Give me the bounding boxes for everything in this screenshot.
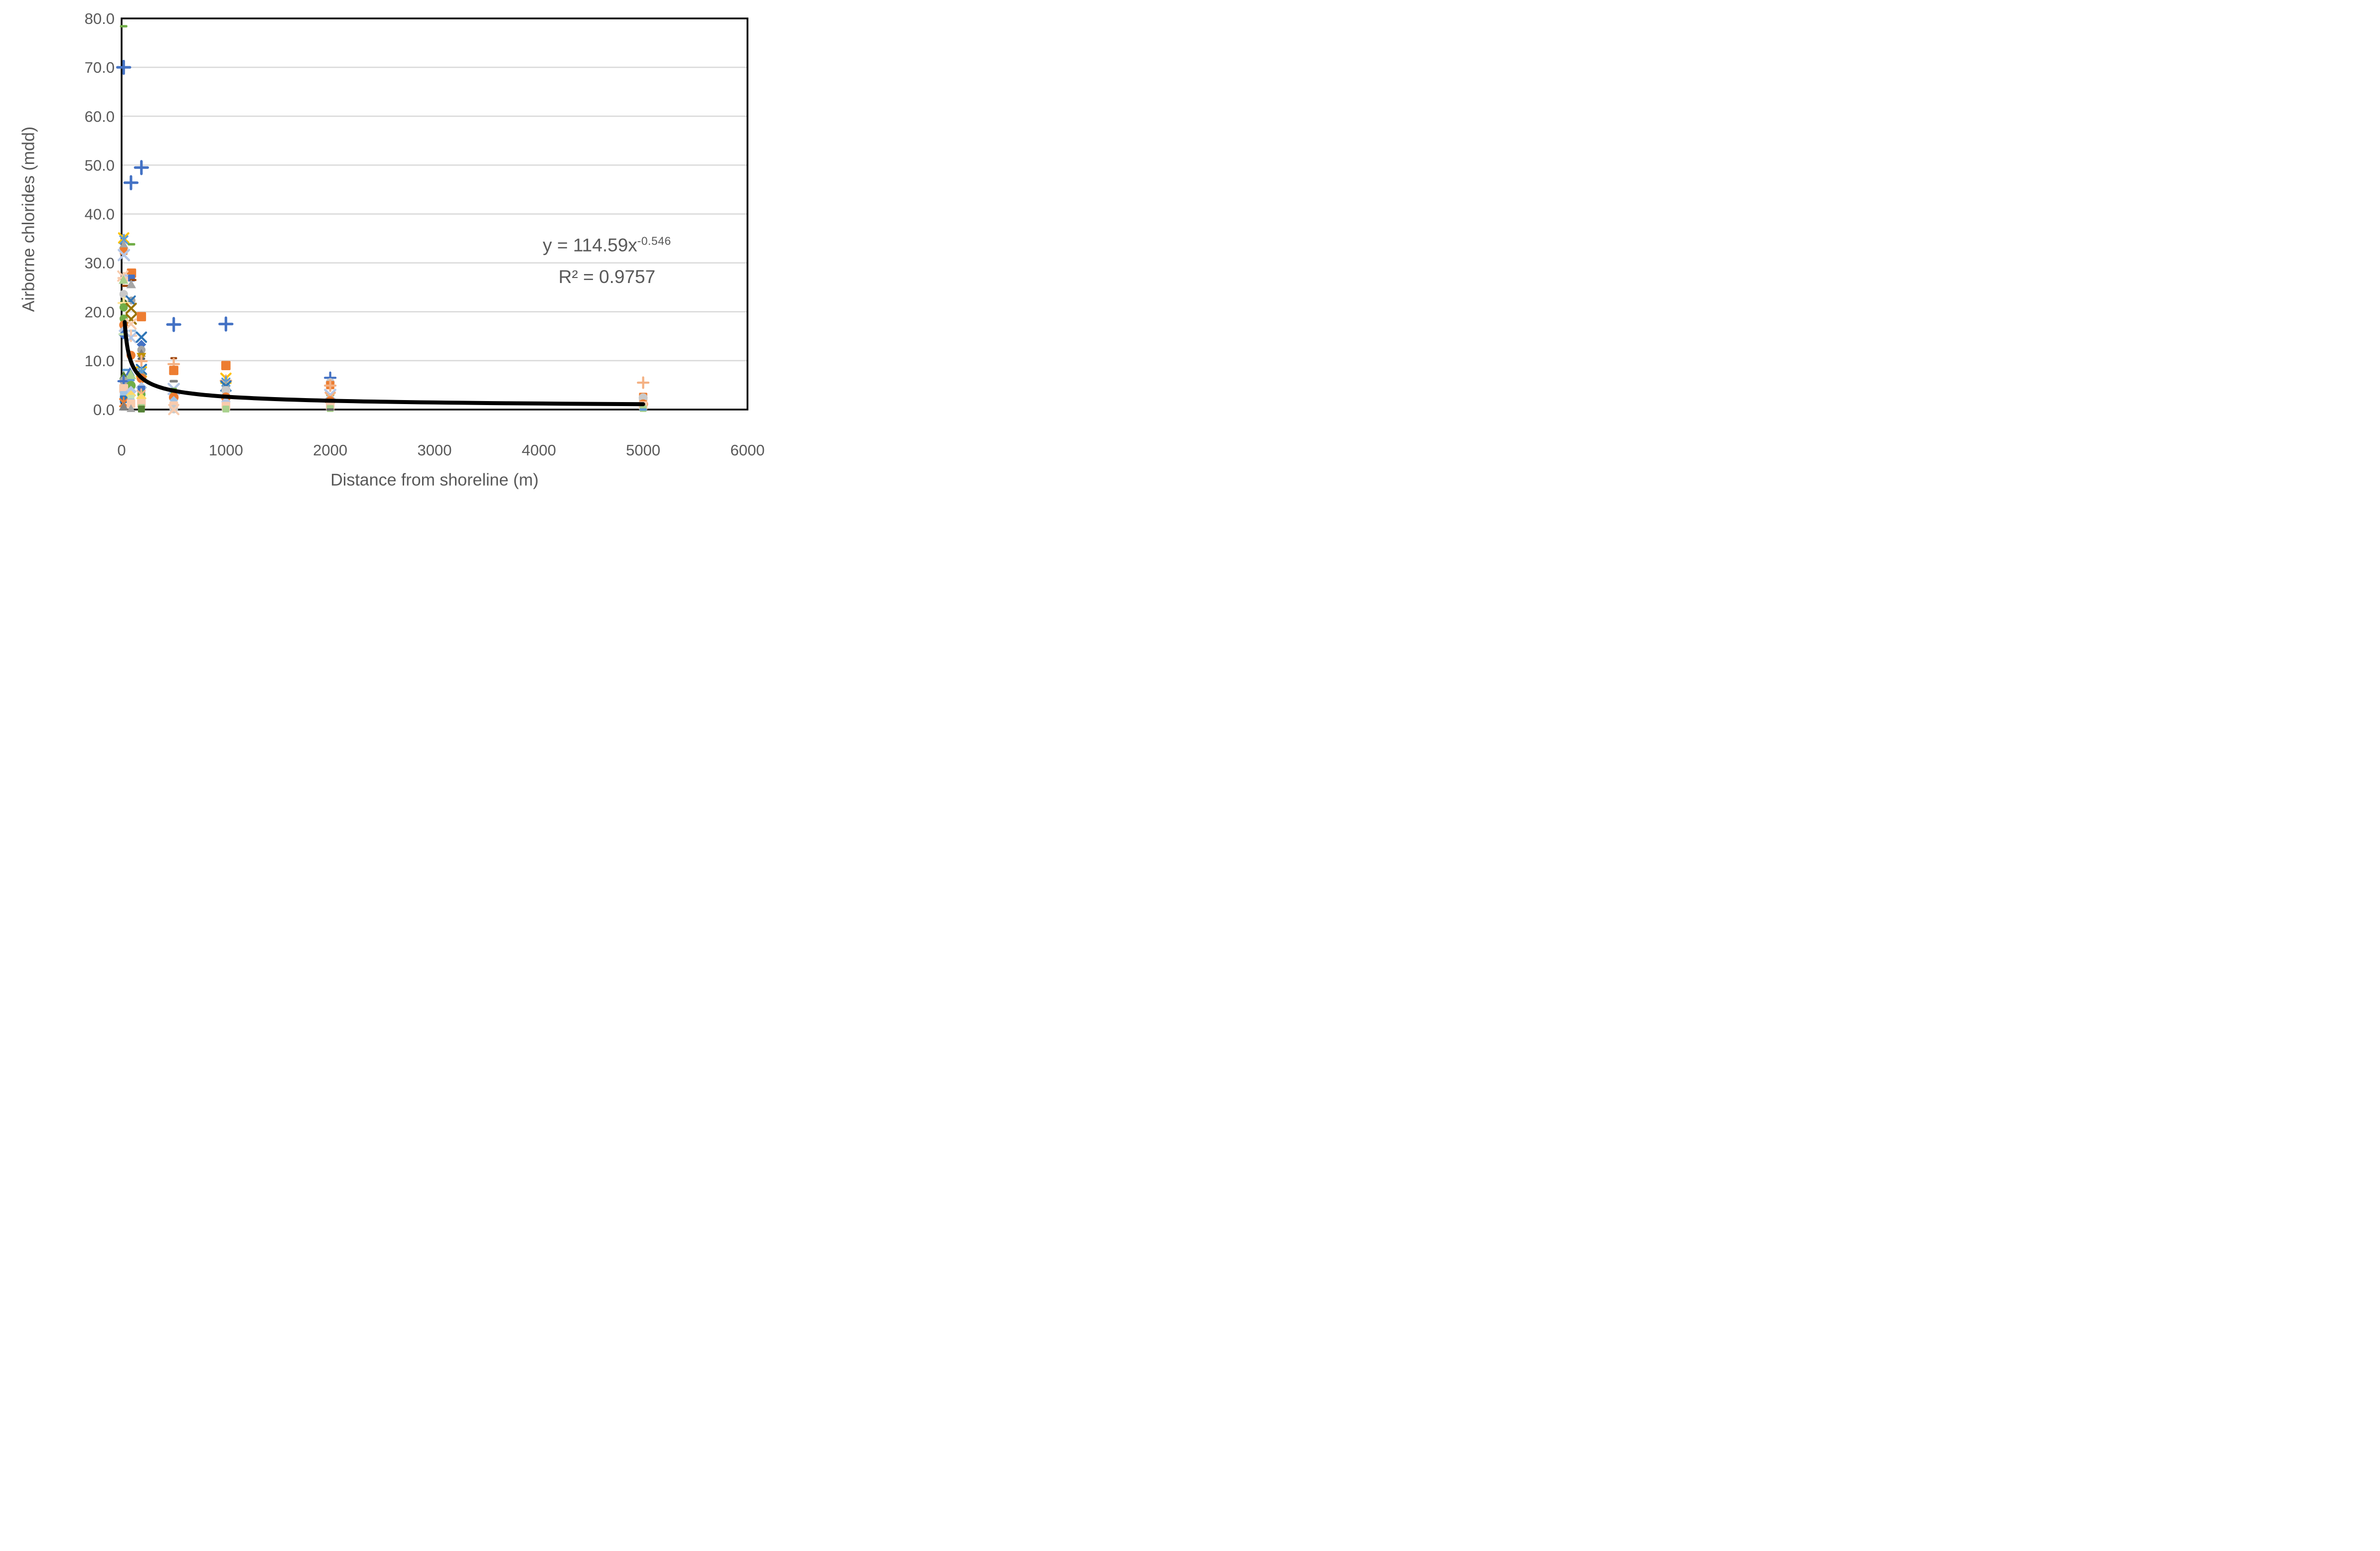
data-point [218, 316, 234, 332]
equation-exponent: -0.546 [637, 234, 671, 248]
data-point [221, 361, 231, 371]
data-point [134, 160, 149, 175]
data-point [119, 402, 129, 411]
data-point [118, 249, 131, 262]
y-tick-label: 70.0 [85, 59, 115, 76]
data-point [169, 380, 178, 383]
plot-border [121, 17, 748, 411]
data-point [119, 371, 128, 379]
data-point [168, 404, 180, 416]
data-point [128, 243, 136, 246]
y-tick-label: 10.0 [85, 352, 115, 370]
x-tick-label: 4000 [522, 441, 556, 459]
data-point [119, 303, 128, 312]
r-squared-label: R² = 0.9757 [558, 267, 656, 287]
data-point [125, 369, 137, 380]
x-tick-label: 0 [117, 441, 126, 459]
data-point [639, 408, 647, 411]
data-point [166, 317, 181, 332]
data-point [126, 280, 136, 288]
data-point [119, 240, 129, 249]
y-tick-label: 40.0 [85, 206, 115, 223]
plot-svg: 0.0 10.0 20.0 30.0 40.0 50.0 60.0 70.0 80.0 0 1000… [85, 10, 765, 459]
trendline-equation: y = 114.59x-0.546 [543, 234, 671, 256]
y-tick-label: 0.0 [93, 401, 115, 419]
data-point [136, 331, 148, 343]
x-tick-label: 3000 [418, 441, 452, 459]
data-point [120, 25, 128, 28]
y-tick-label: 60.0 [85, 108, 115, 125]
data-point [125, 318, 137, 330]
data-point [137, 312, 147, 321]
x-tick-label: 1000 [209, 441, 243, 459]
data-point [127, 379, 135, 382]
data-point [136, 393, 147, 404]
data-point [116, 59, 132, 75]
data-point [138, 406, 145, 413]
data-point [326, 408, 334, 411]
x-tick-label: 2000 [313, 441, 347, 459]
x-tick-label: 6000 [731, 441, 765, 459]
y-tick-label: 80.0 [85, 10, 115, 27]
data-point [169, 366, 178, 375]
y-tick-label: 20.0 [85, 303, 115, 321]
data-point [127, 399, 136, 408]
data-point [123, 175, 139, 190]
y-axis-title: Airborne chlorides (mdd) [19, 126, 38, 312]
y-tick-label: 50.0 [85, 156, 115, 174]
data-point [125, 302, 137, 314]
scatter-chart: 0.0 10.0 20.0 30.0 40.0 50.0 60.0 70.0 80.0 0 1000… [0, 0, 770, 502]
data-point [222, 406, 230, 413]
data-point [119, 384, 129, 393]
data-point [127, 404, 136, 413]
x-axis-title: Distance from shoreline (m) [330, 470, 539, 490]
y-tick-label: 30.0 [85, 255, 115, 272]
data-point [637, 376, 650, 389]
data-point [122, 284, 129, 287]
data-point [135, 355, 148, 368]
trendline-curve [123, 320, 645, 407]
equation-base: y = 114.59x [543, 235, 637, 256]
x-tick-label: 5000 [626, 441, 660, 459]
data-point [221, 386, 231, 395]
data-point [324, 379, 337, 392]
data-point [126, 381, 136, 391]
data-point [122, 369, 130, 371]
data-point [119, 275, 129, 284]
